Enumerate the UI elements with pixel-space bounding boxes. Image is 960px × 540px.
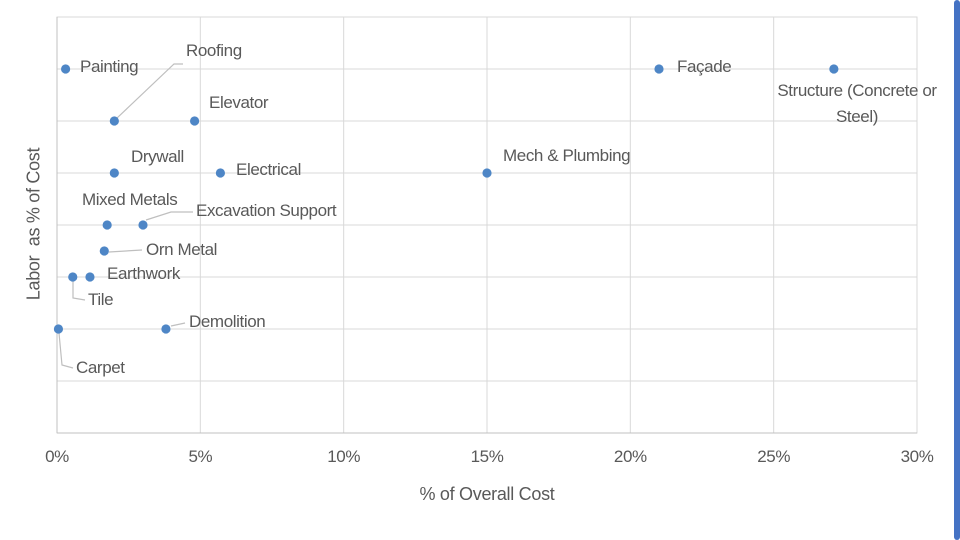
point-label-fa-ade: Façade <box>677 56 732 76</box>
point-label-roofing: Roofing <box>186 40 242 60</box>
label-leader-line-carpet <box>58 332 74 369</box>
data-point-excavation-support <box>138 220 148 230</box>
x-tick-label-30pct: 30% <box>900 447 934 466</box>
x-tick-label-15pct: 15% <box>470 447 504 466</box>
label-leader-line-excavation-support <box>145 211 193 221</box>
x-tick-label-20pct: 20% <box>613 447 647 466</box>
x-axis-title: % of Overall Cost <box>419 484 555 504</box>
data-point-demolition <box>161 324 171 334</box>
point-label-demolition: Demolition <box>189 311 266 331</box>
data-point-orn-metal <box>99 246 109 256</box>
point-label-drywall: Drywall <box>131 146 184 166</box>
data-point-drywall <box>109 168 119 178</box>
data-point-mech-plumbing <box>482 168 492 178</box>
data-point-painting <box>61 64 71 74</box>
point-label-mixed-metals: Mixed Metals <box>82 189 178 209</box>
data-point-earthwork <box>85 272 95 282</box>
point-label-carpet: Carpet <box>76 357 125 377</box>
data-point-elevator <box>190 116 200 126</box>
data-point-structure-concrete-or-steel <box>829 64 839 74</box>
data-point-roofing <box>109 116 119 126</box>
point-label-mech-plumbing: Mech & Plumbing <box>503 145 631 165</box>
x-tick-label-0pct: 0% <box>45 447 69 466</box>
data-point-fa-ade <box>654 64 664 74</box>
data-point-mixed-metals <box>102 220 112 230</box>
label-leader-line-tile <box>72 281 86 301</box>
point-label-excavation-support: Excavation Support <box>196 200 337 220</box>
point-label-orn-metal: Orn Metal <box>146 239 218 259</box>
point-label-earthwork: Earthwork <box>107 263 180 283</box>
y-axis-title: Labor as % of Cost <box>23 147 44 301</box>
data-point-electrical <box>215 168 225 178</box>
label-leader-line-demolition <box>170 322 186 327</box>
x-tick-label-10pct: 10% <box>327 447 361 466</box>
data-point-carpet <box>53 324 64 334</box>
point-label-elevator: Elevator <box>209 92 269 112</box>
point-label-tile: Tile <box>88 289 114 309</box>
label-leader-line-orn-metal <box>108 249 143 253</box>
point-label-structure-concrete-or-steel: Structure (Concrete or Steel) <box>777 81 937 127</box>
x-tick-label-25pct: 25% <box>757 447 791 466</box>
label-leader-line-roofing <box>115 63 183 120</box>
point-label-electrical: Electrical <box>236 159 301 179</box>
x-tick-label-5pct: 5% <box>188 447 213 466</box>
point-label-painting: Painting <box>80 56 139 76</box>
window-right-border <box>954 0 960 540</box>
data-point-tile <box>68 272 78 282</box>
